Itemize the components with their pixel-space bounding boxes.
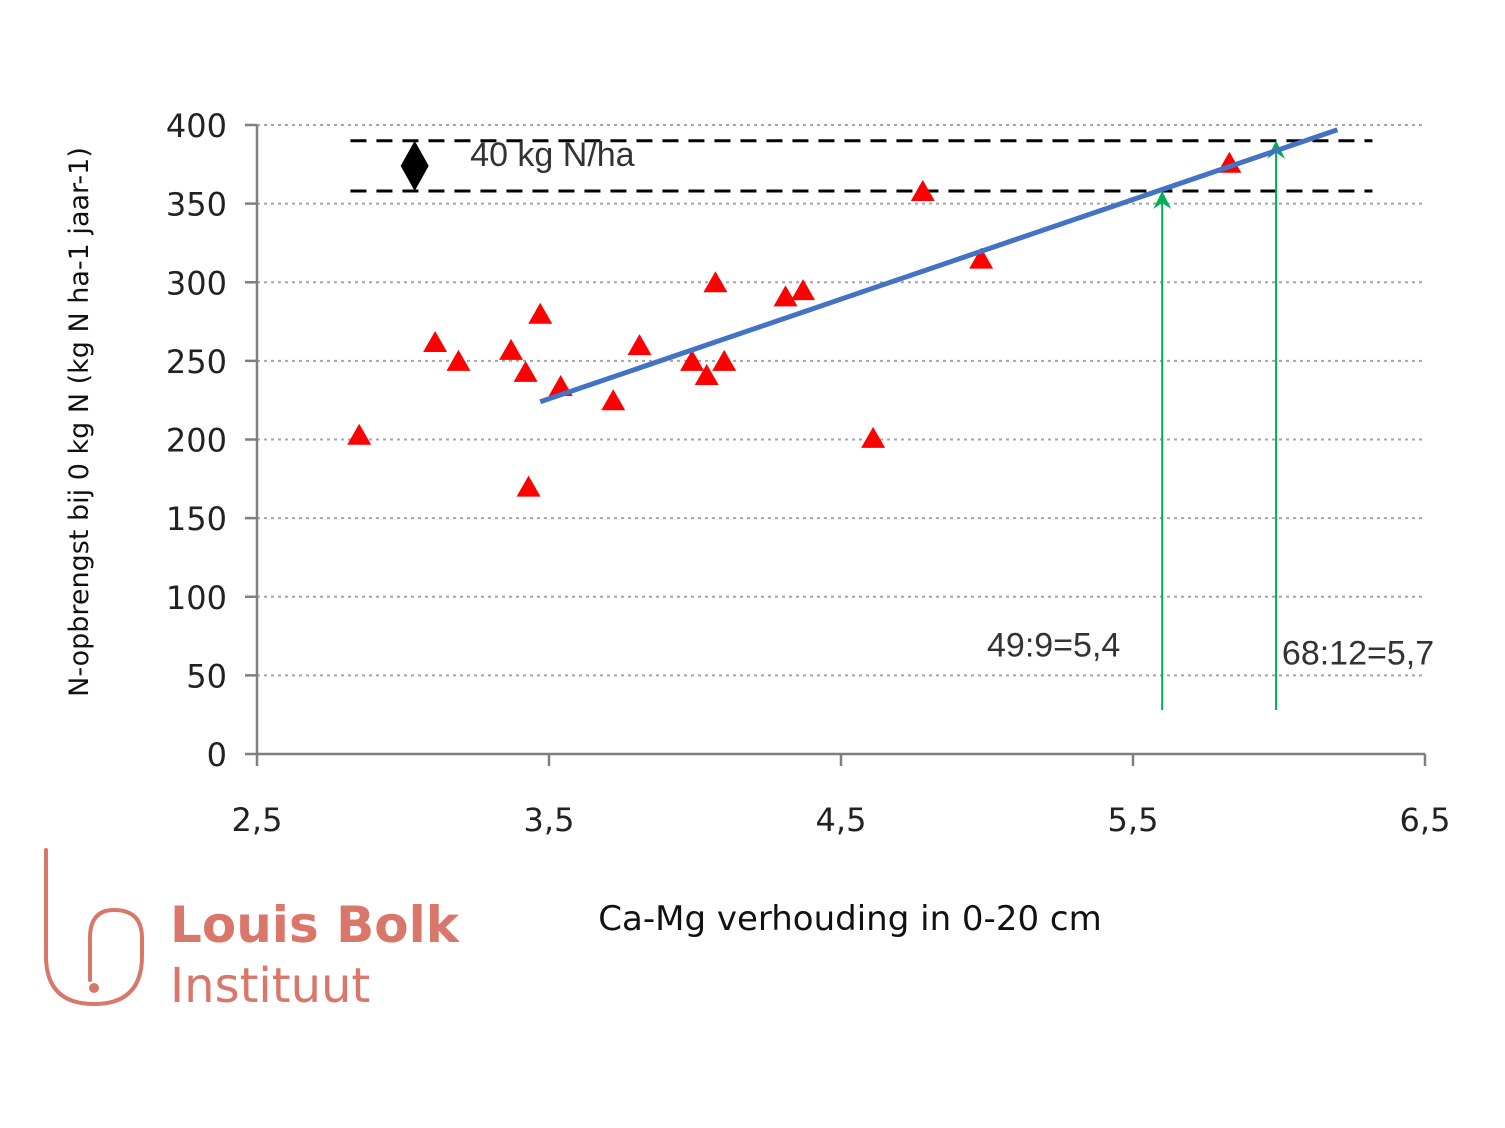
data-point: [680, 349, 705, 371]
data-point: [423, 331, 448, 353]
axes: [245, 123, 1427, 766]
data-point: [499, 338, 524, 360]
y-tick-label: 350: [166, 186, 227, 224]
x-tick-labels: 2,5 3,5 4,5 5,5 6,5: [232, 801, 1451, 839]
y-tick-label: 400: [166, 107, 227, 145]
green-arrows: [1153, 140, 1286, 710]
y-tick-label: 100: [166, 579, 227, 617]
x-tick-label: 2,5: [232, 801, 283, 839]
y-axis-title: N-opbrengst bij 0 kg N (kg N ha-1 jaar-1…: [64, 147, 95, 697]
x-tick-label: 3,5: [524, 801, 575, 839]
data-point: [601, 389, 626, 411]
logo-mark-icon: [44, 848, 144, 1007]
annotation-label: 68:12=5,7: [1282, 634, 1434, 672]
data-point: [773, 285, 798, 307]
logo-text-line1: Louis Bolk: [170, 896, 459, 954]
data-point: [516, 475, 541, 497]
data-point: [446, 349, 471, 371]
data-point: [712, 349, 737, 371]
reference-lines: [350, 139, 1373, 193]
data-point: [694, 364, 719, 386]
data-point: [627, 334, 652, 356]
data-point: [861, 426, 886, 448]
data-point: [347, 423, 372, 445]
x-tick-label: 4,5: [816, 801, 867, 839]
louis-bolk-logo: Louis Bolk Instituut: [38, 848, 478, 1018]
data-point: [513, 360, 538, 382]
y-tick-label: 250: [166, 343, 227, 381]
range-marker: [400, 140, 429, 192]
annotation-label: 40 kg N/ha: [470, 136, 635, 174]
annotation-label: 49:9=5,4: [987, 627, 1120, 665]
y-tick-label: 150: [166, 500, 227, 538]
trendline: [539, 127, 1339, 405]
grid-lines: [257, 124, 1425, 677]
x-tick-label: 6,5: [1400, 801, 1451, 839]
y-tick-labels: 0 50 100 150 200 250 300 350 400: [166, 107, 227, 774]
data-point: [528, 302, 553, 324]
x-axis-title: Ca-Mg verhouding in 0-20 cm: [598, 899, 1101, 939]
arrow-head: [1153, 191, 1172, 210]
y-tick-label: 200: [166, 422, 227, 460]
y-tick-label: 0: [207, 736, 227, 774]
data-point: [969, 247, 994, 269]
annotations: 40 kg N/ha 49:9=5,4 68:12=5,7: [470, 136, 1434, 672]
diamond-marker: [400, 140, 429, 192]
y-tick-label: 50: [186, 657, 227, 695]
data-point: [703, 271, 728, 293]
data-point: [910, 180, 935, 202]
trendline-path: [539, 127, 1339, 405]
y-tick-label: 300: [166, 264, 227, 302]
data-points: [347, 151, 1242, 497]
logo-text-line2: Instituut: [170, 958, 371, 1014]
data-point: [791, 279, 816, 301]
x-tick-label: 5,5: [1108, 801, 1159, 839]
